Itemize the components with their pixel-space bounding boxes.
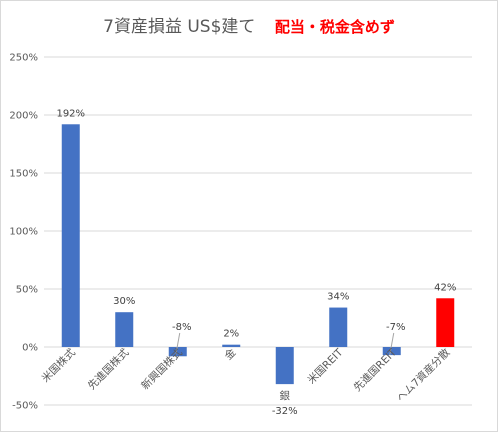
bar [275, 347, 294, 385]
category-label: 新興国株式 [139, 346, 186, 393]
data-label: -8% [172, 322, 191, 333]
data-label: 42% [434, 282, 456, 293]
data-label: 2% [223, 329, 239, 340]
y-tick-label: 50% [16, 285, 38, 296]
chart-title: 7資産損益 US$建て [103, 17, 256, 37]
category-label: 先進国REIT [352, 346, 400, 394]
leader-line [175, 332, 181, 356]
bar [61, 124, 80, 347]
y-tick-label: -50% [12, 401, 38, 412]
category-label-extra: 銀 [280, 389, 291, 402]
category-label: ヘム7資産分散 [394, 346, 453, 405]
leader-line [389, 332, 395, 356]
category-label: 金 [222, 346, 239, 363]
y-tick-label: 200% [9, 111, 38, 122]
data-label: 192% [56, 108, 85, 119]
y-tick-label: 250% [9, 53, 38, 64]
bar [222, 344, 241, 347]
data-label: 30% [113, 296, 135, 307]
data-label: 34% [327, 292, 349, 303]
category-label: 先進国株式 [85, 346, 132, 393]
bar [382, 347, 401, 356]
data-label: -7% [386, 322, 405, 333]
bar [436, 298, 455, 347]
chart-title-row: 7資産損益 US$建て 配当・税金含めず [0, 12, 498, 37]
category-label: 米国REIT [305, 346, 346, 387]
data-label: -32% [272, 406, 298, 417]
y-tick-label: 100% [9, 227, 38, 238]
bar [329, 307, 348, 347]
chart-subtitle: 配当・税金含めず [274, 18, 395, 36]
y-tick-label: 0% [22, 343, 38, 354]
bar [115, 312, 134, 347]
bar [168, 347, 187, 357]
category-label: 米国株式 [39, 346, 78, 385]
y-tick-label: 150% [9, 169, 38, 180]
